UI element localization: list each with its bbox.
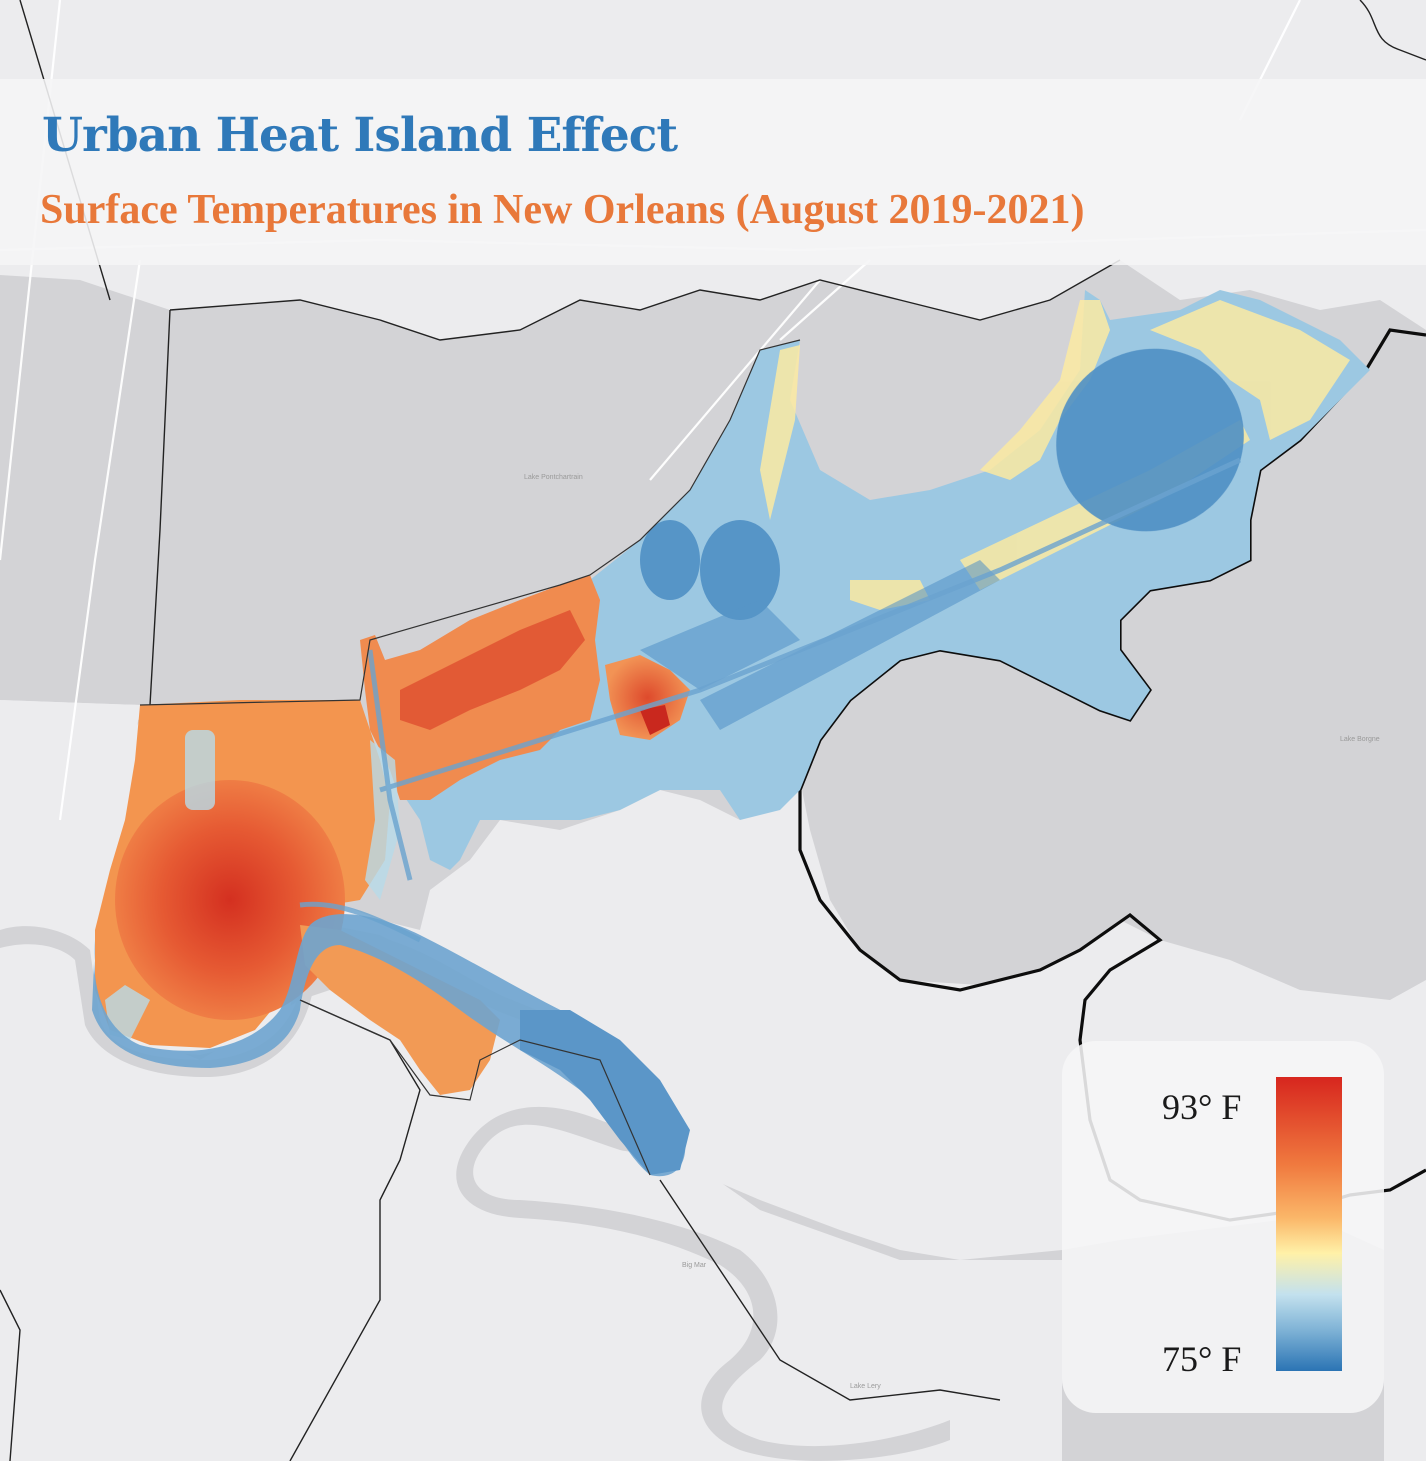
heat-english-turn (520, 1010, 690, 1175)
legend-max-label: 93° F (1162, 1087, 1242, 1127)
heat-east-hotspot-core (640, 705, 670, 735)
map-title: Urban Heat Island Effect (42, 108, 678, 163)
heat-east-hotspot (605, 655, 690, 740)
south-land-fill (0, 700, 1062, 1461)
map-subtitle: Surface Temperatures in New Orleans (Aug… (40, 187, 1085, 233)
place-label-big-mar: Big Mar (682, 1262, 707, 1269)
south-land (0, 700, 1160, 1461)
heat-cool-patches (105, 730, 400, 1040)
heat-core (115, 780, 345, 1020)
place-label-lake-borgne: Lake Borgne (1340, 736, 1380, 743)
place-label-lake-pontchartrain: Lake Pontchartrain (524, 474, 583, 481)
heat-gentilly-hot (400, 610, 585, 730)
title-banner (0, 79, 1426, 265)
orleans-outline (139, 339, 801, 1176)
place-label-lake-lery: Lake Lery (850, 1383, 881, 1390)
legend-color-ramp (1276, 1077, 1342, 1371)
legend-min-label: 75° F (1162, 1339, 1242, 1379)
heat-algiers (300, 925, 500, 1095)
canal-lines (299, 457, 1242, 943)
